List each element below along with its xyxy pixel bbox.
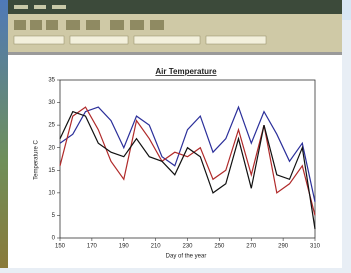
x-tick-label: 310 [310,244,321,250]
y-axis-label: Temperature C [34,139,40,179]
y-tick-label: 30 [48,100,55,106]
screen: Air Temperature Day of the year Temperat… [0,0,351,268]
x-tick-label: 190 [119,244,130,250]
toolbar-buttons[interactable] [14,20,164,30]
x-tick-label: 230 [182,244,193,250]
chart-title: Air Temperature [155,67,217,76]
y-tick-label: 10 [48,190,55,196]
x-tick-label: 170 [87,244,98,250]
x-tick-label: 290 [278,244,289,250]
toolbar-fields[interactable] [14,36,266,44]
menu-items [14,5,66,9]
y-tick-label: 20 [48,145,55,151]
y-tick-label: 15 [48,168,55,174]
x-tick-label: 270 [246,244,257,250]
separator [8,52,342,55]
y-tick-label: 35 [48,78,55,84]
x-tick-label: 250 [214,244,225,250]
toolbar [8,14,342,52]
x-tick-label: 210 [151,244,162,250]
y-tick-label: 25 [48,123,55,129]
x-tick-label: 150 [55,244,66,250]
x-axis-label: Day of the year [166,254,207,260]
